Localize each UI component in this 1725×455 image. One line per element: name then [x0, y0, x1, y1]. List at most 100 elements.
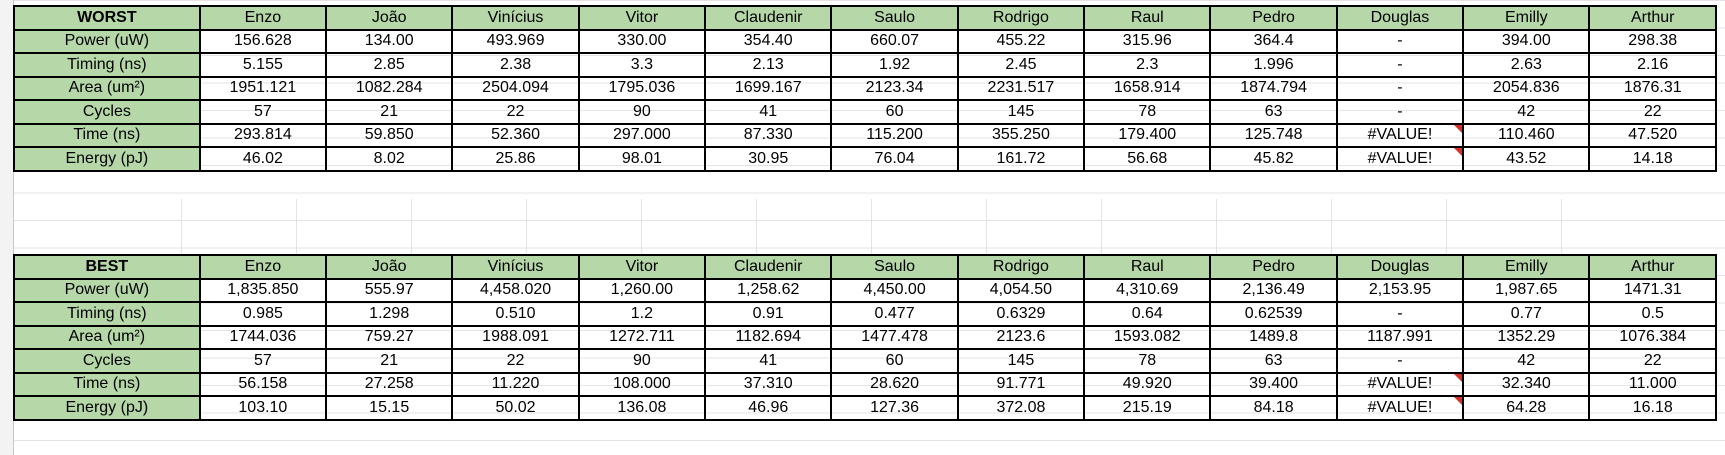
value-cell[interactable]: 63 — [1209, 348, 1338, 374]
value-cell[interactable]: 22 — [1588, 348, 1717, 374]
value-cell[interactable]: 41 — [704, 99, 833, 125]
name-header-cell[interactable]: Vinícius — [451, 5, 580, 31]
value-cell[interactable]: 1272.711 — [577, 324, 707, 350]
value-cell[interactable]: 1658.914 — [1083, 75, 1212, 101]
name-header-cell[interactable]: Raul — [1083, 5, 1212, 31]
value-cell[interactable]: 759.27 — [325, 324, 454, 350]
value-cell[interactable]: 1,987.65 — [1462, 277, 1591, 303]
value-cell[interactable]: 1699.167 — [704, 75, 833, 101]
name-header-cell[interactable]: Vitor — [577, 5, 707, 31]
value-cell[interactable]: - — [1335, 301, 1465, 327]
value-cell[interactable]: 2123.6 — [956, 324, 1086, 350]
value-cell[interactable]: 2.38 — [451, 52, 580, 78]
value-cell[interactable]: 4,450.00 — [830, 277, 959, 303]
value-cell[interactable]: 0.91 — [704, 301, 833, 327]
row-label-cell[interactable]: Power (uW) — [13, 28, 201, 54]
name-header-cell[interactable]: Saulo — [830, 5, 959, 31]
value-cell[interactable]: - — [1335, 28, 1465, 54]
value-cell[interactable]: 103.10 — [198, 395, 328, 421]
value-cell[interactable]: 1876.31 — [1588, 75, 1717, 101]
value-cell[interactable]: 354.40 — [704, 28, 833, 54]
value-cell[interactable]: 0.5 — [1588, 301, 1717, 327]
row-header-strip[interactable] — [0, 0, 14, 455]
value-cell[interactable]: 56.68 — [1083, 146, 1212, 172]
value-cell[interactable]: 22 — [1588, 99, 1717, 125]
value-cell[interactable]: 298.38 — [1588, 28, 1717, 54]
value-cell[interactable]: 78 — [1083, 348, 1212, 374]
row-label-cell[interactable]: Cycles — [13, 99, 201, 125]
value-cell[interactable]: 25.86 — [451, 146, 580, 172]
value-cell[interactable]: 127.36 — [830, 395, 959, 421]
value-cell[interactable]: 179.400 — [1083, 122, 1212, 148]
value-cell[interactable]: 11.000 — [1588, 371, 1717, 397]
error-cell[interactable]: #VALUE! — [1335, 371, 1465, 397]
value-cell[interactable]: 2.16 — [1588, 52, 1717, 78]
value-cell[interactable]: 2054.836 — [1462, 75, 1591, 101]
value-cell[interactable]: 1.996 — [1209, 52, 1338, 78]
value-cell[interactable]: 64.28 — [1462, 395, 1591, 421]
value-cell[interactable]: 364.4 — [1209, 28, 1338, 54]
value-cell[interactable]: 2,153.95 — [1335, 277, 1465, 303]
value-cell[interactable]: 108.000 — [577, 371, 707, 397]
name-header-cell[interactable]: Pedro — [1209, 254, 1338, 280]
value-cell[interactable]: 78 — [1083, 99, 1212, 125]
value-cell[interactable]: 59.850 — [325, 122, 454, 148]
value-cell[interactable]: 21 — [325, 99, 454, 125]
name-header-cell[interactable]: Rodrigo — [956, 5, 1086, 31]
value-cell[interactable]: 1082.284 — [325, 75, 454, 101]
worst-corner-cell[interactable]: WORST — [13, 5, 201, 31]
value-cell[interactable]: 110.460 — [1462, 122, 1591, 148]
value-cell[interactable]: 134.00 — [325, 28, 454, 54]
value-cell[interactable]: 0.77 — [1462, 301, 1591, 327]
best-corner-cell[interactable]: BEST — [13, 254, 201, 280]
name-header-cell[interactable]: Vitor — [577, 254, 707, 280]
value-cell[interactable]: 555.97 — [325, 277, 454, 303]
value-cell[interactable]: 4,054.50 — [956, 277, 1086, 303]
value-cell[interactable]: 1.298 — [325, 301, 454, 327]
name-header-cell[interactable]: João — [325, 5, 454, 31]
value-cell[interactable]: 0.510 — [451, 301, 580, 327]
value-cell[interactable]: 1471.31 — [1588, 277, 1717, 303]
value-cell[interactable]: 28.620 — [830, 371, 959, 397]
value-cell[interactable]: 1593.082 — [1083, 324, 1212, 350]
value-cell[interactable]: 145 — [956, 99, 1086, 125]
value-cell[interactable]: 0.6329 — [956, 301, 1086, 327]
value-cell[interactable]: 37.310 — [704, 371, 833, 397]
row-label-cell[interactable]: Energy (pJ) — [13, 395, 201, 421]
value-cell[interactable]: 2.85 — [325, 52, 454, 78]
value-cell[interactable]: 46.96 — [704, 395, 833, 421]
value-cell[interactable]: 21 — [325, 348, 454, 374]
value-cell[interactable]: 22 — [451, 99, 580, 125]
value-cell[interactable]: 1477.478 — [830, 324, 959, 350]
value-cell[interactable]: 42 — [1462, 99, 1591, 125]
value-cell[interactable]: 2.13 — [704, 52, 833, 78]
value-cell[interactable]: 87.330 — [704, 122, 833, 148]
name-header-cell[interactable]: Vinícius — [451, 254, 580, 280]
value-cell[interactable]: 372.08 — [956, 395, 1086, 421]
value-cell[interactable]: 57 — [198, 348, 328, 374]
value-cell[interactable]: 84.18 — [1209, 395, 1338, 421]
value-cell[interactable]: - — [1335, 99, 1465, 125]
value-cell[interactable]: 330.00 — [577, 28, 707, 54]
row-label-cell[interactable]: Power (uW) — [13, 277, 201, 303]
value-cell[interactable]: 1988.091 — [451, 324, 580, 350]
value-cell[interactable]: 56.158 — [198, 371, 328, 397]
value-cell[interactable]: 3.3 — [577, 52, 707, 78]
row-label-cell[interactable]: Timing (ns) — [13, 52, 201, 78]
value-cell[interactable]: 215.19 — [1083, 395, 1212, 421]
error-cell[interactable]: #VALUE! — [1335, 395, 1465, 421]
value-cell[interactable]: 1182.694 — [704, 324, 833, 350]
name-header-cell[interactable]: Claudenir — [704, 254, 833, 280]
value-cell[interactable]: 57 — [198, 99, 328, 125]
value-cell[interactable]: 355.250 — [956, 122, 1086, 148]
value-cell[interactable]: 42 — [1462, 348, 1591, 374]
value-cell[interactable]: 5.155 — [198, 52, 328, 78]
name-header-cell[interactable]: Arthur — [1588, 254, 1717, 280]
row-label-cell[interactable]: Time (ns) — [13, 122, 201, 148]
value-cell[interactable]: 2231.517 — [956, 75, 1086, 101]
value-cell[interactable]: 50.02 — [451, 395, 580, 421]
value-cell[interactable]: 115.200 — [830, 122, 959, 148]
value-cell[interactable]: 145 — [956, 348, 1086, 374]
value-cell[interactable]: 8.02 — [325, 146, 454, 172]
value-cell[interactable]: 1.92 — [830, 52, 959, 78]
